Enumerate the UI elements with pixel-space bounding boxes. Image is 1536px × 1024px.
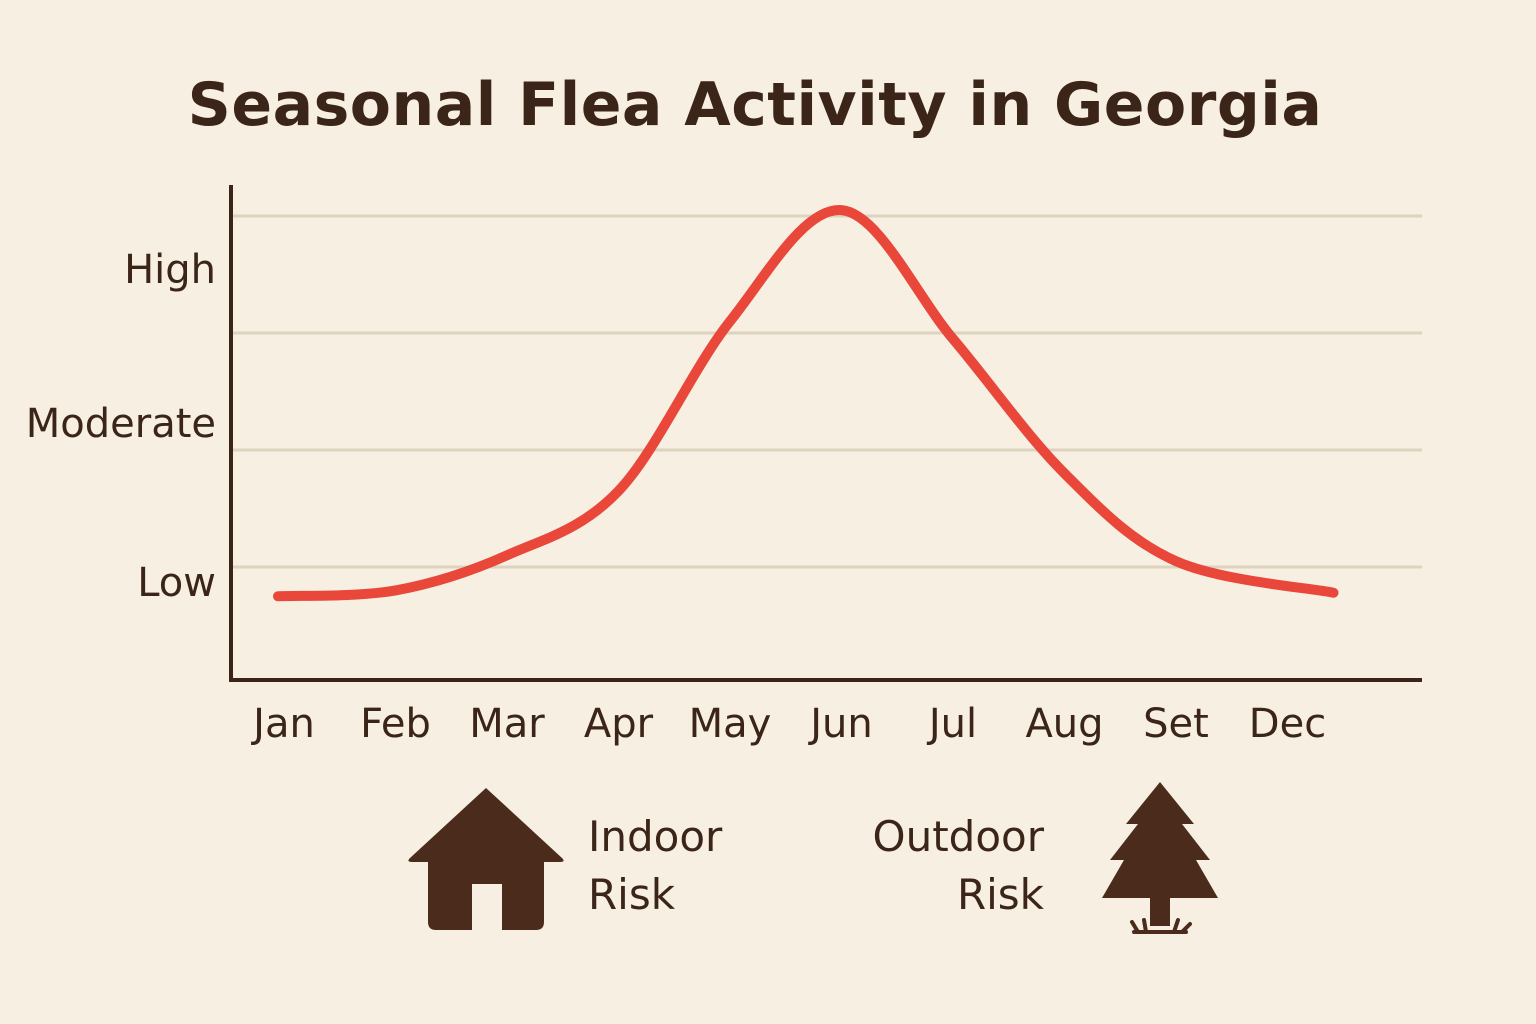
x-tick-label: Feb <box>360 701 431 747</box>
legend-indoor-line2: Risk <box>588 870 676 919</box>
y-tick-label: Moderate <box>26 401 216 447</box>
y-axis-labels: Low Moderate High <box>26 247 216 606</box>
legend-outdoor-risk: Outdoor Risk <box>830 808 1044 924</box>
y-tick-label: Low <box>137 560 216 606</box>
x-tick-label: Apr <box>584 701 654 747</box>
grid-lines <box>231 214 1422 569</box>
chart-axes <box>229 185 1422 682</box>
chart-title: Seasonal Flea Activity in Georgia <box>187 70 1323 140</box>
series-group <box>273 205 1339 602</box>
x-tick-label: May <box>689 701 772 747</box>
x-axis-labels: Jan Feb Mar Apr May Jun Jul Aug Set Dec <box>250 701 1326 747</box>
x-tick-label: Aug <box>1025 701 1103 747</box>
x-tick-label: Dec <box>1249 701 1326 747</box>
tree-icon <box>1102 782 1218 934</box>
x-tick-label: Set <box>1143 701 1209 747</box>
y-tick-label: High <box>124 247 216 293</box>
legend-outdoor-line1: Outdoor <box>872 812 1044 861</box>
legend-outdoor-line2: Risk <box>956 870 1044 919</box>
legend-indoor-risk: Indoor Risk <box>588 808 722 924</box>
house-icon <box>408 788 564 930</box>
series-line <box>273 205 1339 602</box>
x-tick-label: Jan <box>250 701 315 747</box>
x-tick-label: Jul <box>926 701 977 747</box>
x-tick-label: Mar <box>469 701 545 747</box>
legend-indoor-line1: Indoor <box>588 812 723 861</box>
x-tick-label: Jun <box>807 701 873 747</box>
